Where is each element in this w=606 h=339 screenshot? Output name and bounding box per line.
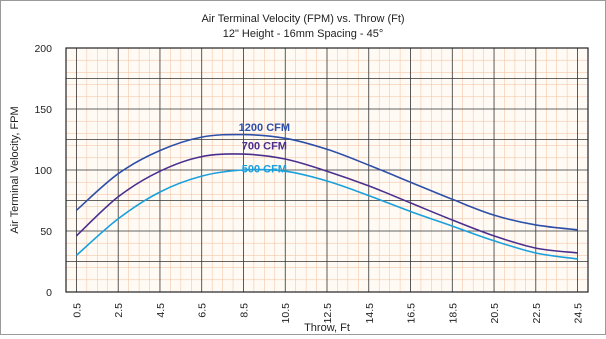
x-tick-label: 20.5 xyxy=(489,303,501,324)
series-line-700-cfm xyxy=(75,153,578,254)
y-tick-label: 100 xyxy=(34,165,52,177)
chart-subtitle: 12" Height - 16mm Spacing - 45° xyxy=(223,28,384,40)
x-axis-ticks: 0.5 2.5 4.5 6.5 8.5 10.5 12.5 14.5 16.5 18.5 20.5 2… xyxy=(71,303,584,324)
series-line-500-cfm xyxy=(75,168,578,260)
series-label-1200-cfm: 1200 CFM xyxy=(239,122,290,134)
series-label-500-cfm: 500 CFM xyxy=(242,163,287,175)
x-tick-label: 6.5 xyxy=(197,303,209,318)
chart-title: Air Terminal Velocity (FPM) vs. Throw (F… xyxy=(201,13,404,25)
x-tick-label: 12.5 xyxy=(322,303,334,324)
series-layer xyxy=(75,133,578,260)
major-grid xyxy=(66,48,588,292)
y-axis-label: Air Terminal Velocity, FPM xyxy=(9,106,21,233)
x-tick-label: 22.5 xyxy=(531,303,543,324)
x-tick-label: 10.5 xyxy=(280,303,292,324)
series-labels: 1200 CFM 700 CFM 500 CFM xyxy=(239,122,290,175)
x-tick-label: 24.5 xyxy=(573,303,585,324)
x-tick-label: 0.5 xyxy=(71,303,83,318)
x-tick-label: 14.5 xyxy=(364,303,376,324)
line-chart: Air Terminal Velocity (FPM) vs. Throw (F… xyxy=(9,13,589,334)
y-tick-label: 200 xyxy=(34,43,52,55)
x-tick-label: 18.5 xyxy=(447,303,459,324)
x-axis-label: Throw, Ft xyxy=(304,322,350,334)
series-line-1200-cfm xyxy=(75,133,578,231)
x-tick-label: 8.5 xyxy=(238,303,250,318)
y-tick-label: 50 xyxy=(40,226,52,238)
series-label-700-cfm: 700 CFM xyxy=(242,140,287,152)
y-tick-label: 0 xyxy=(46,287,52,299)
y-axis-ticks: 0 50 100 150 200 xyxy=(34,43,52,299)
plot-border xyxy=(65,47,589,293)
y-tick-label: 150 xyxy=(34,104,52,116)
x-tick-label: 2.5 xyxy=(113,303,125,318)
x-tick-label: 4.5 xyxy=(155,303,167,318)
x-tick-label: 16.5 xyxy=(406,303,418,324)
